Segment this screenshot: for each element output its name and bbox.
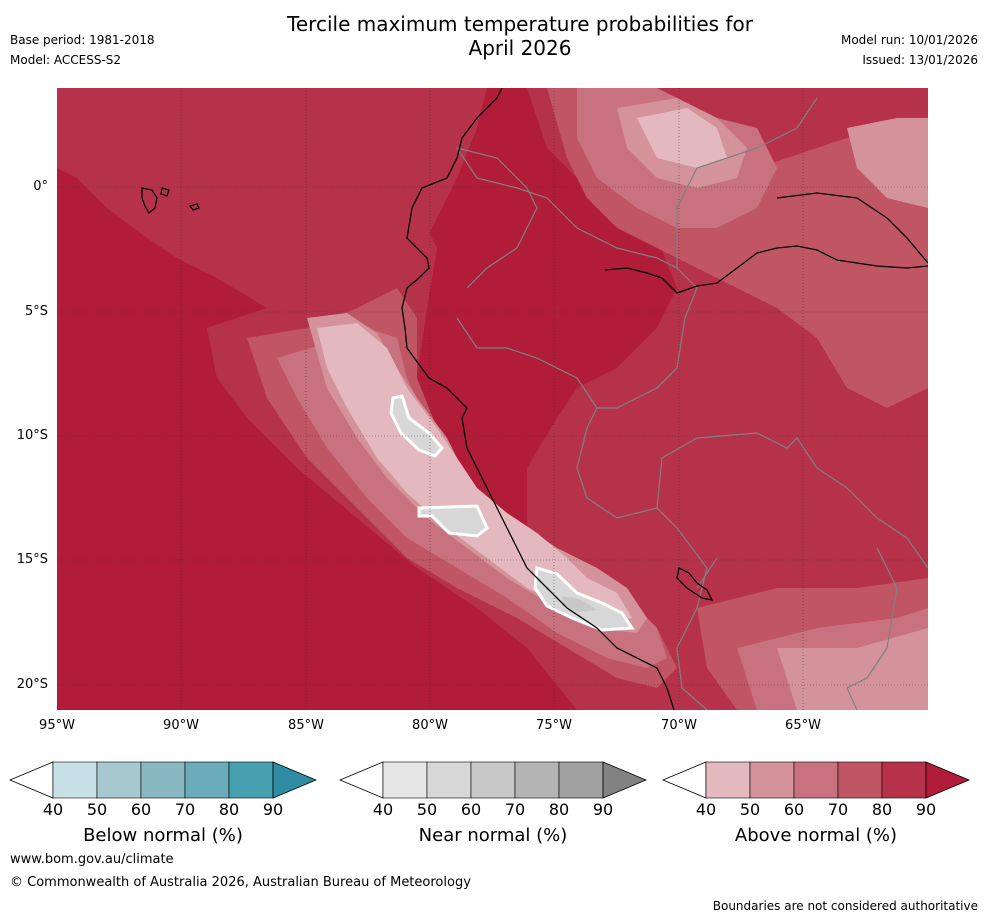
- cb-near-tick-50: 50: [416, 800, 438, 819]
- country-borders: [456, 97, 928, 710]
- cb-below-label: Below normal (%): [83, 825, 243, 846]
- footer-copyright: © Commonwealth of Australia 2026, Austra…: [10, 875, 471, 890]
- lon-label-85w: 85°W: [288, 718, 324, 733]
- cb-below-tick-60: 60: [130, 800, 152, 819]
- base-period: Base period: 1981-2018: [10, 33, 155, 47]
- cb-above-tick-70: 70: [827, 800, 849, 819]
- colorbar-above: [661, 761, 971, 799]
- meta-left: Base period: 1981-2018 Model: ACCESS-S2: [10, 30, 155, 70]
- cb-above-label: Above normal (%): [734, 825, 898, 846]
- cb-below-tick-70: 70: [174, 800, 196, 819]
- cb-below-tick-90: 90: [262, 800, 284, 819]
- model-run: Model run: 10/01/2026: [840, 33, 978, 47]
- colorbar-below: [8, 761, 318, 799]
- lat-label-10s: 10°S: [16, 428, 48, 443]
- cb-below-tick-80: 80: [218, 800, 240, 819]
- cb-above-tick-50: 50: [739, 800, 761, 819]
- contour-near-40-b: [417, 504, 489, 538]
- colorbar-below-bin-70-80: [184, 761, 230, 799]
- lake-titicaca: [676, 567, 714, 601]
- lon-label-65w: 65°W: [785, 718, 821, 733]
- cb-near-tick-70: 70: [504, 800, 526, 819]
- colorbar-near-arrow: [602, 761, 648, 799]
- cb-near-tick-60: 60: [460, 800, 482, 819]
- map-title-line2: April 2026: [468, 36, 572, 60]
- colorbar-below-bin-50-60: [96, 761, 142, 799]
- colorbar-near-bin-70-80: [514, 761, 560, 799]
- colorbar-above-bin-50-60: [749, 761, 795, 799]
- map-title: Tercile maximum temperature probabilitie…: [0, 12, 988, 60]
- colorbar-below-bin-80-90: [228, 761, 274, 799]
- lon-label-75w: 75°W: [536, 718, 572, 733]
- colorbar-near-bin-50-60: [426, 761, 472, 799]
- colorbar-above-arrow: [925, 761, 971, 799]
- colorbar-near-bin-80-90: [558, 761, 604, 799]
- colorbar-above-bin-70-80: [837, 761, 883, 799]
- contour-near-40-c: [533, 566, 635, 632]
- galapagos-isabela: [141, 187, 158, 214]
- lat-label-20s: 20°S: [16, 677, 48, 692]
- colorbar-below-arrow: [272, 761, 318, 799]
- contour-above-40-ne: [637, 108, 727, 168]
- lon-label-95w: 95°W: [39, 718, 75, 733]
- contour-above-50-se: [777, 628, 928, 710]
- colorbar-above-bin-60-70: [793, 761, 839, 799]
- amazon-river: [604, 192, 928, 294]
- probability-map: [57, 88, 928, 710]
- colorbar-below-bin-40-50: [52, 761, 98, 799]
- galapagos-san-cristobal: [188, 203, 200, 211]
- colorbar-above-bin-80-90: [881, 761, 927, 799]
- galapagos-islands: [141, 187, 200, 214]
- contour-near-50: [562, 596, 597, 612]
- cb-below-tick-40: 40: [42, 800, 64, 819]
- cb-above-tick-80: 80: [871, 800, 893, 819]
- meta-right: Model run: 10/01/2026 Issued: 13/01/2026: [841, 30, 978, 70]
- colorbar-below-bin-60-70: [140, 761, 186, 799]
- colorbar-above-start: [661, 761, 707, 799]
- cb-above-tick-60: 60: [783, 800, 805, 819]
- coastline: [401, 88, 675, 710]
- colorbar-near-start: [338, 761, 384, 799]
- lat-label-15s: 15°S: [16, 552, 48, 567]
- galapagos-santiago: [160, 187, 170, 197]
- colorbar-below-start: [8, 761, 54, 799]
- contour-above-50-east: [847, 118, 928, 208]
- colorbar-near-bin-60-70: [470, 761, 516, 799]
- colorbar-near: [338, 761, 648, 799]
- model-name: Model: ACCESS-S2: [10, 53, 122, 67]
- cb-near-label: Near normal (%): [418, 825, 568, 846]
- lat-label-0: 0°: [33, 179, 48, 194]
- lat-label-5s: 5°S: [24, 304, 48, 319]
- colorbar-above-bin-40-50: [705, 761, 751, 799]
- footer-url: www.bom.gov.au/climate: [10, 852, 174, 867]
- lon-label-70w: 70°W: [661, 718, 697, 733]
- cb-near-tick-90: 90: [592, 800, 614, 819]
- cb-near-tick-40: 40: [372, 800, 394, 819]
- lat-grid: [57, 186, 928, 686]
- cb-near-tick-80: 80: [548, 800, 570, 819]
- cb-above-tick-90: 90: [915, 800, 937, 819]
- cb-above-tick-40: 40: [695, 800, 717, 819]
- contour-near-40-a: [389, 394, 444, 458]
- issued-date: Issued: 13/01/2026: [862, 53, 978, 67]
- map-title-line1: Tercile maximum temperature probabilitie…: [287, 12, 753, 36]
- lon-label-90w: 90°W: [163, 718, 199, 733]
- footer-disclaimer: Boundaries are not considered authoritat…: [712, 899, 978, 913]
- cb-below-tick-50: 50: [86, 800, 108, 819]
- lon-label-80w: 80°W: [412, 718, 448, 733]
- colorbar-near-bin-40-50: [382, 761, 428, 799]
